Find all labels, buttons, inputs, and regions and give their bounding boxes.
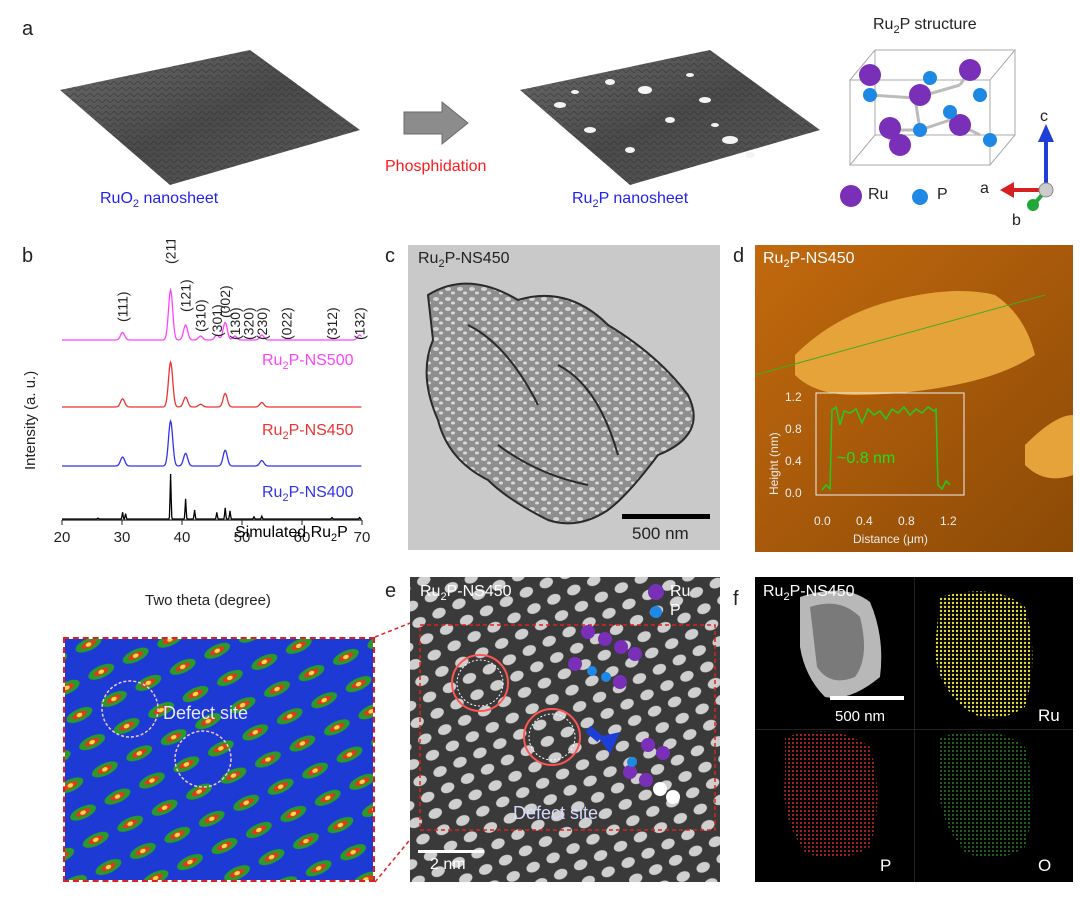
xrd-series-line: [62, 287, 362, 341]
xrd-peak-label: (002): [217, 285, 233, 318]
arrow-icon: [403, 100, 469, 146]
xrd-series-line: [62, 359, 362, 408]
series-label-ns400: Ru2P-NS400: [262, 484, 354, 505]
xrd-x-tick-label: 60: [294, 529, 311, 546]
eds-label-ru: Ru: [1038, 706, 1060, 725]
ru2p-structure-title: Ru2P structure: [873, 16, 977, 37]
hrtem-legend-p: P: [670, 602, 681, 619]
ruo2-nanosheet-image: [60, 50, 360, 185]
tem-sample-tag: Ru2P-NS450: [418, 250, 510, 271]
afm-inset-xlabel: Distance (μm): [853, 532, 928, 546]
afm-thickness-annotation: ~0.8 nm: [837, 450, 896, 467]
xrd-ylabel: Intensity (a. u.): [22, 370, 39, 470]
panel-f-label: f: [733, 588, 739, 610]
axis-triad-icon: [1000, 124, 1054, 211]
afm-ytick-1.2: 1.2: [785, 390, 802, 404]
tem-scalebar: [622, 514, 710, 519]
xrd-peak-label: (130): [227, 307, 243, 340]
eds-sample-tag: Ru2P-NS450: [763, 583, 855, 604]
afm-xtick-0.0: 0.0: [814, 514, 831, 528]
hrtem-legend-icons: [648, 584, 664, 618]
xrd-x-tick-label: 40: [174, 529, 191, 546]
ru-legend-label: Ru: [868, 186, 889, 203]
afm-xtick-0.8: 0.8: [898, 514, 915, 528]
xrd-peak-label: (022): [278, 307, 294, 340]
axis-a-label: a: [980, 180, 989, 197]
phosphidation-label: Phosphidation: [385, 158, 487, 175]
xrd-x-tick-label: 30: [114, 529, 131, 546]
xrd-series-line: [62, 473, 362, 520]
tem-image: [408, 245, 720, 550]
afm-xtick-0.4: 0.4: [856, 514, 873, 528]
xrd-peak-label: (121): [178, 279, 194, 312]
ru2p-nanosheet-caption: Ru2P nanosheet: [572, 190, 689, 211]
eds-maps: [755, 577, 1073, 882]
xrd-chart: (111) (211) (121)(310) (301)(002)(130)(320)…: [54, 240, 371, 546]
xrd-x-tick-label: 20: [54, 529, 71, 546]
series-label-ns450: Ru2P-NS450: [262, 422, 354, 443]
afm-sample-tag: Ru2P-NS450: [763, 250, 855, 271]
afm-image: [755, 245, 1073, 552]
heatmap-defect-label: Defect site: [163, 703, 249, 723]
afm-ytick-0.0: 0.0: [785, 486, 802, 500]
ru2p-crystal-structure: [848, 49, 1017, 166]
p-legend-label: P: [937, 186, 948, 203]
eds-scalebar: [830, 696, 904, 700]
eds-label-o: O: [1038, 856, 1052, 875]
panel-d-label: d: [733, 245, 745, 267]
ru2p-nanosheet-image: [520, 50, 820, 185]
panel-c-label: c: [385, 245, 395, 267]
afm-ytick-0.8: 0.8: [785, 422, 802, 436]
axis-b-label: b: [1012, 212, 1021, 229]
afm-inset-ylabel: Height (nm): [767, 432, 781, 495]
p-legend-icon: [912, 189, 928, 205]
hrtem-legend-ru: Ru: [670, 583, 691, 600]
xrd-peak-label: (111): [115, 291, 131, 322]
hrtem-defect-label: Defect site: [513, 803, 599, 823]
xrd-peak-label: (320): [241, 307, 257, 340]
hrtem-scalebar-label: 2 nm: [430, 856, 466, 873]
afm-height-profile-inset: [815, 392, 965, 496]
xrd-x-tick-label: 50: [234, 529, 251, 546]
xrd-peak-label: (211): [163, 240, 179, 264]
xrd-series-line: [62, 418, 362, 467]
hrtem-scalebar: [418, 850, 484, 853]
xrd-peak-label: (230): [254, 307, 270, 340]
axis-c-label: c: [1040, 108, 1048, 125]
eds-scalebar-label: 500 nm: [835, 708, 886, 725]
series-label-simulated: Simulated Ru2P: [235, 524, 348, 545]
xrd-peak-label: (301): [209, 304, 225, 337]
series-label-ns500: Ru2P-NS500: [262, 352, 354, 373]
ru-legend-icon: [840, 185, 862, 207]
xrd-peak-label: (132): [352, 307, 368, 340]
xrd-peak-label: (312): [324, 307, 340, 340]
xrd-xlabel: Two theta (degree): [145, 592, 271, 609]
afm-ytick-0.4: 0.4: [785, 454, 802, 468]
xrd-x-tick-label: 70: [354, 529, 371, 546]
xrd-peak-label: (310): [193, 299, 209, 332]
defect-heatmap-image: [63, 637, 375, 882]
tem-scalebar-label: 500 nm: [632, 524, 689, 543]
panel-b-label: b: [22, 245, 34, 267]
afm-xtick-1.2: 1.2: [940, 514, 957, 528]
eds-label-p: P: [880, 856, 892, 875]
ruo2-nanosheet-caption: RuO2 nanosheet: [100, 190, 219, 211]
hrtem-image: [410, 577, 720, 882]
panel-e-label: e: [385, 580, 397, 602]
panel-a-label: a: [22, 18, 34, 40]
hrtem-sample-tag: Ru2P-NS450: [420, 583, 512, 604]
